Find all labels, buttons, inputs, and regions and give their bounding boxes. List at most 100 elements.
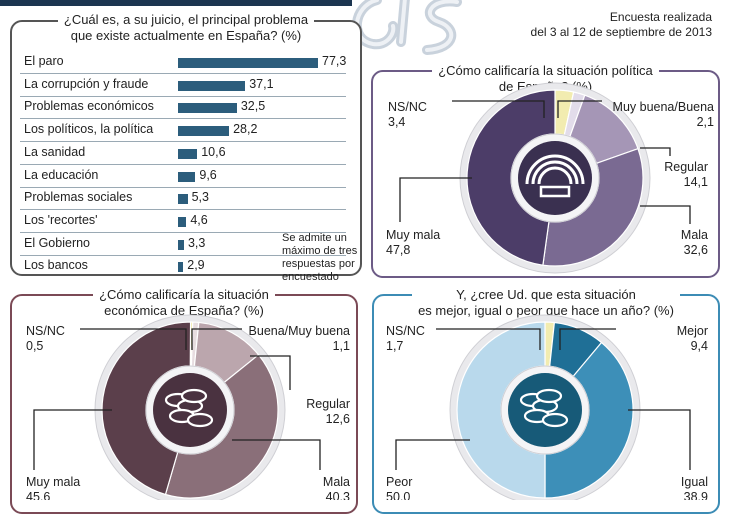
bar-category-label: La corrupción y fraude (24, 76, 149, 91)
slice-label: Muy mala (386, 228, 440, 242)
slice-value: 50,0 (386, 490, 410, 500)
parliament-icon (525, 154, 585, 198)
bar (178, 58, 318, 68)
bar-category-label: Los 'recortes' (24, 212, 98, 227)
coins-icon (164, 388, 214, 428)
slice-label: Regular (306, 397, 350, 411)
row-separator (20, 163, 346, 165)
bar-category-label: La educación (24, 167, 99, 182)
row-separator (20, 95, 346, 97)
row-separator (20, 141, 346, 143)
slice-label: Mala (323, 475, 350, 489)
problems-panel: ¿Cuál es, a su juicio, el principal prob… (10, 12, 362, 283)
bar (178, 171, 196, 182)
bar-chart-note-line-1: Se admite un (282, 232, 347, 244)
leader-line (436, 328, 541, 350)
leader-line (232, 439, 321, 470)
bar-value-label: 5,3 (191, 190, 209, 205)
bar-row: Los políticos, la política 28,2 (20, 120, 344, 140)
leader-line (640, 205, 691, 224)
bar-row: Los 'recortes' 4,6 (20, 211, 344, 231)
donut-chart (94, 314, 286, 500)
economic-title-line-2: económica de España? (%) (104, 303, 264, 318)
bar (178, 148, 198, 159)
bar-value-label: 32,5 (240, 99, 266, 114)
slice-value: 0,5 (26, 339, 43, 353)
political-title-line-1: ¿Cómo calificaría la situación política (438, 63, 653, 78)
bar (178, 239, 184, 250)
bar-value-label: 2,9 (187, 258, 205, 273)
slice-value: 14,1 (684, 175, 708, 189)
leader-line (399, 177, 472, 222)
slice-label: Mejor (677, 324, 708, 338)
center-emblem (518, 141, 592, 215)
bar (178, 194, 188, 205)
slice-value: 1,7 (386, 339, 403, 353)
leader-line (628, 409, 691, 470)
slice-value: 38,9 (684, 490, 708, 500)
donut-chart (459, 82, 651, 274)
comparison-title: Y, ¿cree Ud. que esta situación es mejor… (374, 287, 718, 319)
survey-note-line-2: del 3 al 12 de septiembre de 2013 (530, 25, 712, 39)
bar-row: Problemas sociales 5,3 (20, 188, 344, 208)
bar (178, 80, 246, 91)
top-accent-bar (0, 0, 352, 6)
slice-label: Igual (681, 475, 708, 489)
row-separator (20, 73, 346, 74)
bar-row: La corrupción y fraude 37,1 (20, 75, 344, 95)
bar-value-label: 9,6 (199, 167, 217, 182)
economic-title: ¿Cómo calificaría la situación económica… (12, 287, 356, 319)
slice-label: Muy buena/Buena (613, 100, 715, 114)
slice-label: Mala (681, 228, 708, 242)
bar-value-label: 4,6 (190, 212, 208, 227)
slice-value: 47,8 (386, 243, 410, 257)
bar-category-label: Problemas sociales (24, 190, 133, 205)
slice-label: Buena/Muy buena (249, 324, 351, 338)
survey-note: Encuesta realizada del 3 al 12 de septie… (531, 10, 712, 40)
bar-chart-note-line-4: encuestado (282, 271, 339, 283)
row-separator (20, 231, 346, 233)
cis-logo (352, 0, 462, 55)
bar (178, 103, 237, 114)
bar-value-label: 77,3 (322, 54, 347, 68)
leader-line (250, 355, 291, 390)
bar-row: Los bancos 2,9 (20, 256, 344, 276)
bar-category-label: Los bancos (24, 258, 88, 273)
slice-label: Regular (664, 160, 708, 174)
bar-row: El Gobierno 3,3 (20, 234, 344, 254)
row-separator (20, 186, 346, 188)
row-separator (20, 209, 346, 211)
leader-line (33, 409, 112, 470)
leader-line (191, 328, 242, 350)
bar-value-label: 28,2 (233, 122, 258, 137)
problems-title-line-1: ¿Cuál es, a su juicio, el principal prob… (63, 12, 309, 27)
slice-value: 9,4 (691, 339, 708, 353)
bar-row: La sanidad 10,6 (20, 143, 344, 163)
bar (178, 126, 230, 137)
comparison-title-line-2: es mejor, igual o peor que hace un año? … (418, 303, 674, 318)
bar-category-label: Los políticos, la política (24, 122, 154, 137)
slice-value: 2,1 (697, 115, 714, 129)
bar-category-label: Problemas económicos (24, 99, 154, 114)
problems-title: ¿Cuál es, a su juicio, el principal prob… (12, 12, 360, 44)
leader-line (640, 147, 671, 156)
bar-value-label: 3,3 (187, 235, 206, 250)
leader-line (80, 328, 187, 350)
leader-line (452, 100, 545, 118)
slice-value: 32,6 (684, 243, 708, 257)
bar-chart-note: Se admite un máximo de tres respuestas p… (282, 232, 357, 284)
slice-value: 40,3 (326, 490, 350, 500)
bar-category-label: El Gobierno (24, 235, 91, 250)
problems-title-line-2: que existe actualmente en España? (%) (70, 28, 302, 43)
slice-value: 12,6 (326, 412, 350, 426)
row-separator (20, 118, 346, 120)
slice-label: Peor (386, 475, 412, 489)
leader-line (557, 100, 602, 118)
leader-line (559, 328, 616, 350)
bar-value-label: 10,6 (201, 144, 226, 159)
bar-row: La educación 9,6 (20, 166, 344, 186)
row-separator (20, 254, 346, 256)
economic-title-line-1: ¿Cómo calificaría la situación (99, 287, 269, 302)
survey-note-line-1: Encuesta realizada (609, 10, 712, 24)
slice-label: NS/NC (386, 324, 425, 338)
